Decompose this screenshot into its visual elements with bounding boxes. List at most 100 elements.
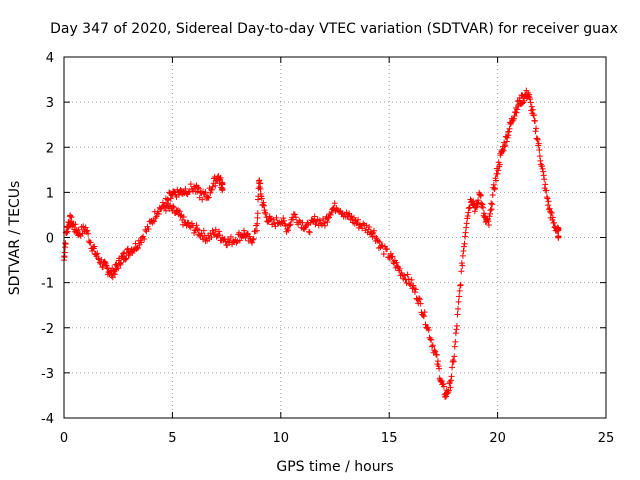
data-point [487, 210, 494, 217]
data-point [462, 233, 469, 240]
data-point [212, 226, 219, 233]
x-tick-label: 10 [273, 431, 290, 446]
data-point [492, 177, 499, 184]
x-axis: 0 5 10 15 20 25 [60, 57, 614, 446]
data-point [420, 312, 427, 319]
data-point [155, 210, 162, 217]
data-point [63, 229, 70, 236]
data-point [280, 215, 287, 222]
data-point [539, 163, 546, 170]
data-point [456, 287, 463, 294]
data-point [427, 336, 434, 343]
data-point [170, 203, 177, 210]
y-tick-label: 0 [46, 232, 54, 247]
data-point [240, 227, 247, 234]
data-point [134, 245, 141, 252]
y-tick-label: -3 [41, 367, 54, 382]
data-point [360, 220, 367, 227]
data-series [61, 87, 562, 400]
data-point [454, 311, 461, 318]
y-tick-label: 3 [46, 96, 54, 111]
data-point [466, 204, 473, 211]
data-point [72, 221, 79, 228]
data-point [544, 195, 551, 202]
data-point [463, 224, 470, 231]
data-point [142, 226, 149, 233]
data-point [260, 202, 267, 209]
data-point [432, 348, 439, 355]
data-point [281, 217, 288, 224]
data-point [363, 222, 370, 229]
data-point [257, 180, 264, 187]
data-point [195, 227, 202, 234]
data-point [490, 181, 497, 188]
data-point [446, 380, 453, 387]
data-point [291, 211, 298, 218]
data-point [195, 185, 202, 192]
data-point [282, 222, 289, 229]
data-point [505, 128, 512, 135]
data-point [462, 229, 469, 236]
data-point [138, 239, 145, 246]
data-point [249, 239, 256, 246]
data-point [481, 210, 488, 217]
grid [64, 57, 606, 418]
data-point [253, 227, 260, 234]
series-0 [61, 87, 562, 400]
data-point [120, 250, 127, 257]
data-point [403, 280, 410, 287]
data-point [94, 250, 101, 257]
data-point [354, 220, 361, 227]
data-point [548, 209, 555, 216]
chart-title: Day 347 of 2020, Sidereal Day-to-day VTE… [50, 21, 618, 37]
data-point [555, 234, 562, 241]
data-point [287, 221, 294, 228]
y-tick-label: 4 [46, 51, 54, 66]
data-point [122, 256, 129, 263]
data-point [159, 199, 166, 206]
data-point [477, 192, 484, 199]
data-point [501, 139, 508, 146]
data-point [489, 191, 496, 198]
data-point [292, 214, 299, 221]
data-point [109, 274, 116, 281]
data-point [511, 113, 518, 120]
data-point [116, 260, 123, 267]
data-point [465, 209, 472, 216]
data-point [514, 106, 521, 113]
data-point [513, 109, 520, 116]
data-point [212, 182, 219, 189]
data-point [217, 174, 224, 181]
data-point [324, 219, 331, 226]
data-point [411, 289, 418, 296]
x-tick-label: 15 [381, 431, 398, 446]
data-point [117, 259, 124, 266]
data-point [521, 97, 528, 104]
data-point [168, 192, 175, 199]
data-point [543, 187, 550, 194]
data-point [488, 206, 495, 213]
series-1 [162, 173, 226, 208]
data-point [87, 239, 94, 246]
data-point [470, 198, 477, 205]
data-point [453, 322, 460, 329]
data-point [219, 186, 226, 193]
data-point [167, 195, 174, 202]
data-point [485, 221, 492, 228]
data-point [433, 351, 440, 358]
data-point [346, 210, 353, 217]
data-point [254, 210, 261, 217]
x-tick-label: 0 [60, 431, 68, 446]
data-point [321, 222, 328, 229]
data-point [532, 128, 539, 135]
data-point [68, 214, 75, 221]
data-point [541, 176, 548, 183]
data-point [132, 240, 139, 247]
data-point [236, 237, 243, 244]
data-point [429, 342, 436, 349]
data-point [254, 220, 261, 227]
data-point [177, 212, 184, 219]
y-axis-label: SDTVAR / TECUs [7, 181, 23, 296]
data-point [376, 238, 383, 245]
